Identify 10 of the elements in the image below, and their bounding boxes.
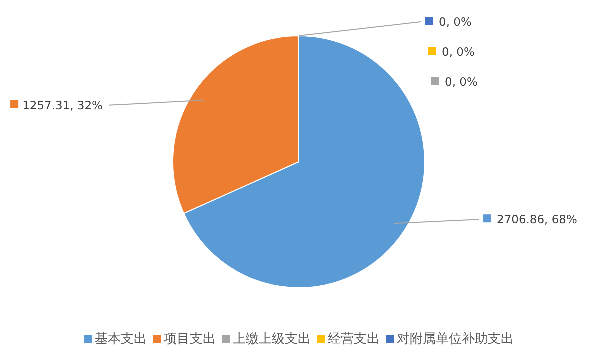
text: 0, 0%	[442, 45, 475, 59]
legend-label: 基本支出	[95, 332, 147, 347]
legend-label: 上缴上级支出	[233, 332, 311, 347]
legend-label: 项目支出	[164, 332, 216, 347]
data-label: 2706.86, 68%	[497, 212, 578, 227]
legend-label: 经营支出	[328, 332, 380, 347]
legend-label: 对附属单位补助支出	[397, 332, 514, 347]
text: 0, 0%	[439, 15, 472, 29]
data-label: 1257.31, 32%	[22, 98, 104, 112]
text: 0, 0%	[445, 75, 478, 89]
